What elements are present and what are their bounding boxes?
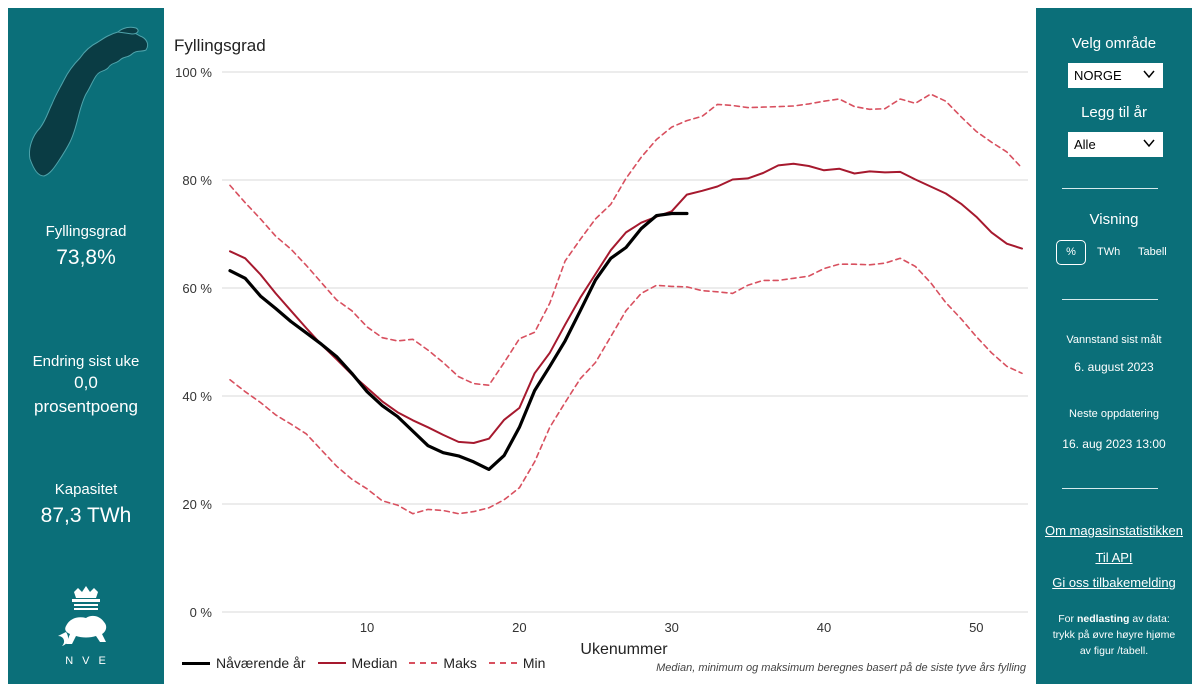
view-heading: Visning — [1089, 211, 1139, 228]
y-tick-label: 0 % — [190, 605, 213, 620]
fill-label: Fyllingsgrad — [45, 223, 127, 240]
legend-label-median: Median — [351, 655, 398, 671]
legend-item-max[interactable]: Maks — [409, 655, 477, 671]
legend-label-min: Min — [522, 655, 546, 671]
change-unit: prosentpoeng — [34, 397, 138, 416]
legend-item-min[interactable]: Min — [488, 655, 546, 671]
crown-lion-icon — [58, 586, 107, 646]
view-percent-button[interactable]: % — [1056, 240, 1086, 265]
right-panel: Velg område NORGE Legg til år Alle Visni… — [1036, 8, 1192, 684]
change-stat: Endring sist uke 0,0 prosentpoeng — [8, 352, 164, 419]
fill-chart[interactable]: 0 % 20 % 40 % 60 % 80 % 100 % 10 20 30 40 50 Ukenum… — [170, 8, 1032, 684]
chevron-down-icon — [1143, 70, 1155, 79]
left-panel: Fyllingsgrad 73,8% Endring sist uke 0,0 … — [8, 8, 164, 684]
area-heading: Velg område — [1071, 35, 1157, 52]
chart-footnote: Median, minimum og maksimum beregnes bas… — [656, 662, 1026, 674]
link-api[interactable]: Til API — [1095, 550, 1133, 565]
logo-text: NVE — [65, 655, 115, 667]
measured-label: Vannstand sist målt — [1066, 334, 1162, 346]
link-about-stats[interactable]: Om magasinstatistikken — [1045, 523, 1183, 538]
link-feedback[interactable]: Gi oss tilbakemelding — [1052, 575, 1176, 590]
chart-legend: Nåværende år Median Maks Min — [182, 655, 557, 671]
download-note-bold: nedlasting — [1076, 613, 1130, 625]
y-tick-label: 40 % — [182, 389, 212, 404]
legend-swatch-median — [317, 662, 346, 664]
fill-value: 73,8% — [56, 246, 116, 269]
download-note-post: av data: trykk på øvre høyre hjøme av fi… — [1052, 613, 1176, 657]
divider — [1062, 299, 1158, 300]
area-select[interactable]: NORGE — [1068, 63, 1163, 88]
chart-title: Fyllingsgrad — [174, 36, 266, 55]
change-value: 0,0 — [74, 373, 98, 392]
fill-stat: Fyllingsgrad 73,8% — [8, 222, 164, 272]
year-select-value: Alle — [1074, 137, 1096, 152]
series-line-current — [228, 211, 689, 471]
legend-swatch-current — [182, 661, 210, 665]
capacity-stat: Kapasitet 87,3 TWh — [8, 480, 164, 530]
series-line-max — [229, 93, 1023, 387]
y-tick-label: 100 % — [175, 65, 212, 80]
chevron-down-icon — [1143, 139, 1155, 148]
legend-label-max: Maks — [443, 655, 477, 671]
next-update-label: Neste oppdatering — [1069, 408, 1159, 420]
capacity-value: 87,3 TWh — [40, 504, 132, 527]
legend-swatch-min — [488, 662, 517, 664]
divider — [1062, 188, 1158, 189]
year-heading: Legg til år — [1081, 104, 1147, 121]
change-label: Endring sist uke — [32, 353, 140, 370]
legend-swatch-max — [409, 662, 438, 664]
chart-area: 0 % 20 % 40 % 60 % 80 % 100 % 10 20 30 40 50 Ukenum… — [170, 8, 1032, 684]
y-tick-label: 20 % — [182, 497, 212, 512]
legend-item-current[interactable]: Nåværende år — [182, 655, 306, 671]
norway-map-icon — [22, 24, 152, 184]
legend-item-median[interactable]: Median — [317, 655, 398, 671]
x-tick-label: 20 — [512, 620, 526, 635]
measured-value: 6. august 2023 — [1074, 360, 1154, 374]
download-note-pre: For — [1058, 613, 1077, 625]
capacity-label: Kapasitet — [54, 481, 118, 498]
x-tick-label: 40 — [817, 620, 831, 635]
divider — [1062, 488, 1158, 489]
year-select[interactable]: Alle — [1068, 132, 1163, 157]
view-twh-button[interactable]: TWh — [1097, 246, 1121, 258]
x-tick-label: 50 — [969, 620, 983, 635]
series-line-median — [229, 162, 1023, 444]
y-tick-label: 80 % — [182, 173, 212, 188]
x-tick-label: 30 — [664, 620, 678, 635]
x-axis-label: Ukenummer — [580, 641, 668, 658]
view-table-button[interactable]: Tabell — [1138, 246, 1167, 258]
area-select-value: NORGE — [1074, 68, 1122, 83]
series-line-min — [229, 257, 1023, 515]
y-tick-label: 60 % — [182, 281, 212, 296]
x-tick-label: 10 — [360, 620, 374, 635]
nve-logo: NVE — [56, 586, 116, 676]
download-note: For nedlasting av data: trykk på øvre hø… — [1050, 611, 1178, 659]
next-update-value: 16. aug 2023 13:00 — [1062, 437, 1166, 451]
legend-label-current: Nåværende år — [216, 655, 306, 671]
